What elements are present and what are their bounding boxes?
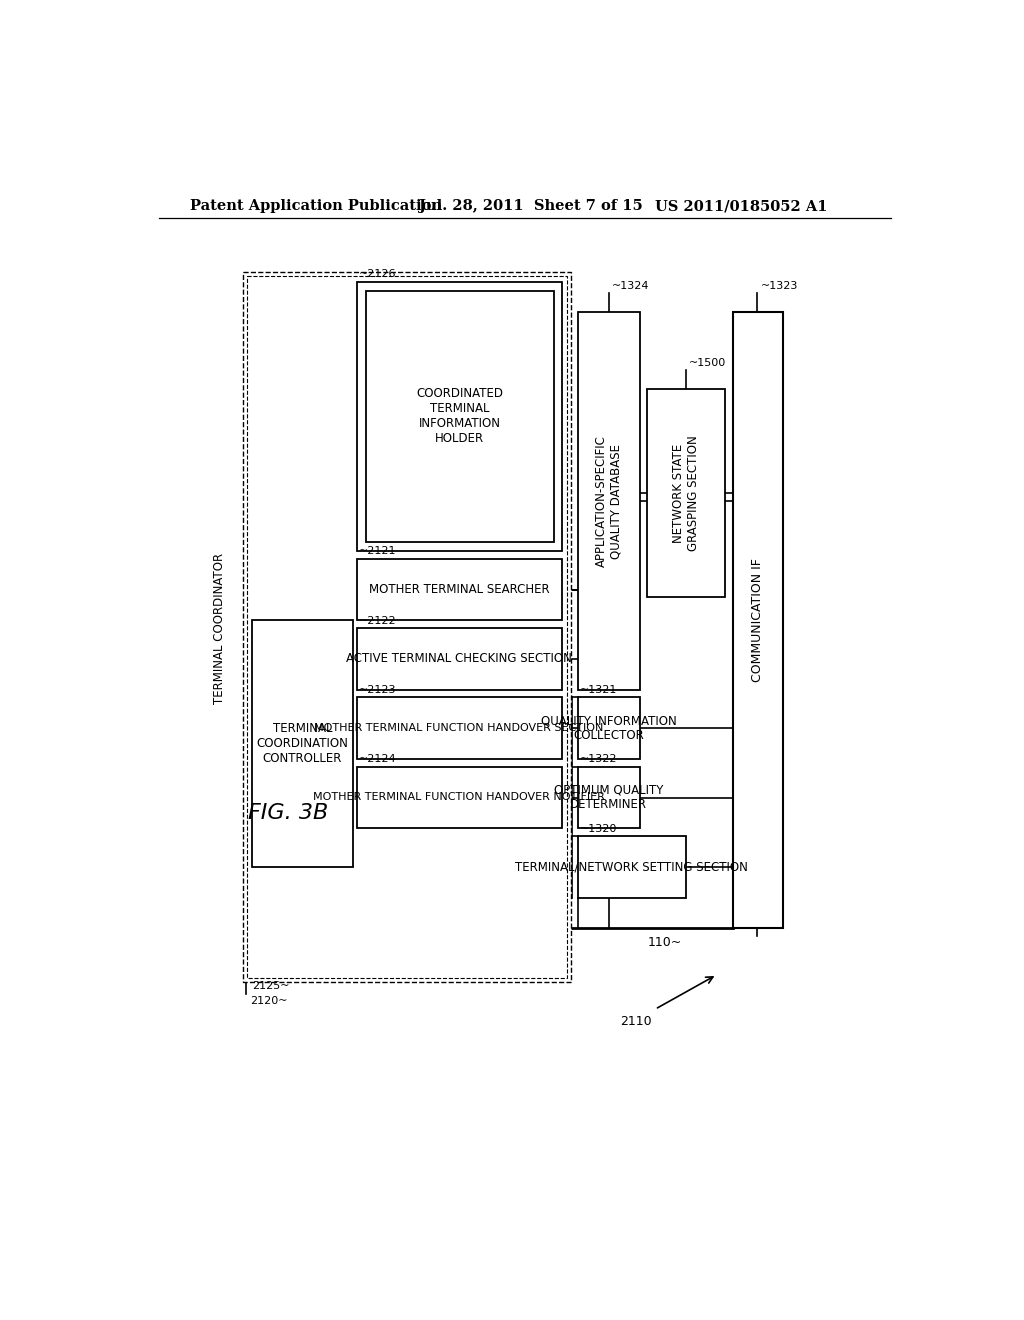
Text: MOTHER TERMINAL SEARCHER: MOTHER TERMINAL SEARCHER <box>369 583 549 597</box>
Text: COMMUNICATION IF: COMMUNICATION IF <box>751 558 764 682</box>
Text: TERMINAL COORDINATOR: TERMINAL COORDINATOR <box>213 553 226 704</box>
Text: ~1323: ~1323 <box>761 281 798 290</box>
Text: 2110: 2110 <box>621 1015 651 1028</box>
Text: 2120~: 2120~ <box>251 997 288 1006</box>
Text: ~1322: ~1322 <box>580 755 617 764</box>
Text: TERMINAL
COORDINATION
CONTROLLER: TERMINAL COORDINATION CONTROLLER <box>256 722 348 766</box>
Text: ~1324: ~1324 <box>611 281 649 290</box>
Bar <box>243 272 571 982</box>
Text: OPTIMUM QUALITY
DETERMINER: OPTIMUM QUALITY DETERMINER <box>554 784 664 812</box>
Bar <box>252 620 352 867</box>
Bar <box>578 697 640 759</box>
Text: ~1500: ~1500 <box>689 358 726 368</box>
Bar <box>366 290 554 543</box>
Bar <box>578 767 640 829</box>
Text: ~2121: ~2121 <box>359 546 396 557</box>
Bar <box>647 389 725 597</box>
Text: ~2124: ~2124 <box>359 755 396 764</box>
Text: 2125~: 2125~ <box>252 981 290 991</box>
Bar <box>356 281 562 552</box>
Bar <box>356 628 562 689</box>
Text: ~2126: ~2126 <box>359 269 396 280</box>
Bar <box>356 697 562 759</box>
Text: ~2123: ~2123 <box>359 685 396 696</box>
Text: ACTIVE TERMINAL CHECKING SECTION: ACTIVE TERMINAL CHECKING SECTION <box>346 652 571 665</box>
Text: US 2011/0185052 A1: US 2011/0185052 A1 <box>655 199 827 213</box>
Text: MOTHER TERMINAL FUNCTION HANDOVER NOTIFIER: MOTHER TERMINAL FUNCTION HANDOVER NOTIFI… <box>313 792 605 803</box>
Text: COORDINATED
TERMINAL
INFORMATION
HOLDER: COORDINATED TERMINAL INFORMATION HOLDER <box>416 387 503 445</box>
Text: ~1321: ~1321 <box>580 685 617 696</box>
Bar <box>356 767 562 829</box>
Bar <box>578 313 640 689</box>
Text: Jul. 28, 2011  Sheet 7 of 15: Jul. 28, 2011 Sheet 7 of 15 <box>419 199 642 213</box>
Text: QUALITY INFORMATION
COLLECTOR: QUALITY INFORMATION COLLECTOR <box>541 714 677 742</box>
Text: TERMINAL/NETWORK SETTING SECTION: TERMINAL/NETWORK SETTING SECTION <box>515 861 749 874</box>
Bar <box>247 276 567 978</box>
Text: FIG. 3B: FIG. 3B <box>248 803 329 822</box>
Text: 110~: 110~ <box>647 936 682 949</box>
Text: MOTHER TERMINAL FUNCTION HANDOVER SECTION: MOTHER TERMINAL FUNCTION HANDOVER SECTIO… <box>314 723 603 733</box>
Text: ~2122: ~2122 <box>359 616 396 626</box>
Text: ~1320: ~1320 <box>580 824 617 834</box>
Bar <box>578 836 686 898</box>
Text: APPLICATION-SPECIFIC
QUALITY DATABASE: APPLICATION-SPECIFIC QUALITY DATABASE <box>595 436 623 568</box>
Bar <box>356 558 562 620</box>
Text: NETWORK STATE
GRASPING SECTION: NETWORK STATE GRASPING SECTION <box>672 436 700 552</box>
Text: Patent Application Publication: Patent Application Publication <box>190 199 442 213</box>
Bar <box>732 313 783 928</box>
